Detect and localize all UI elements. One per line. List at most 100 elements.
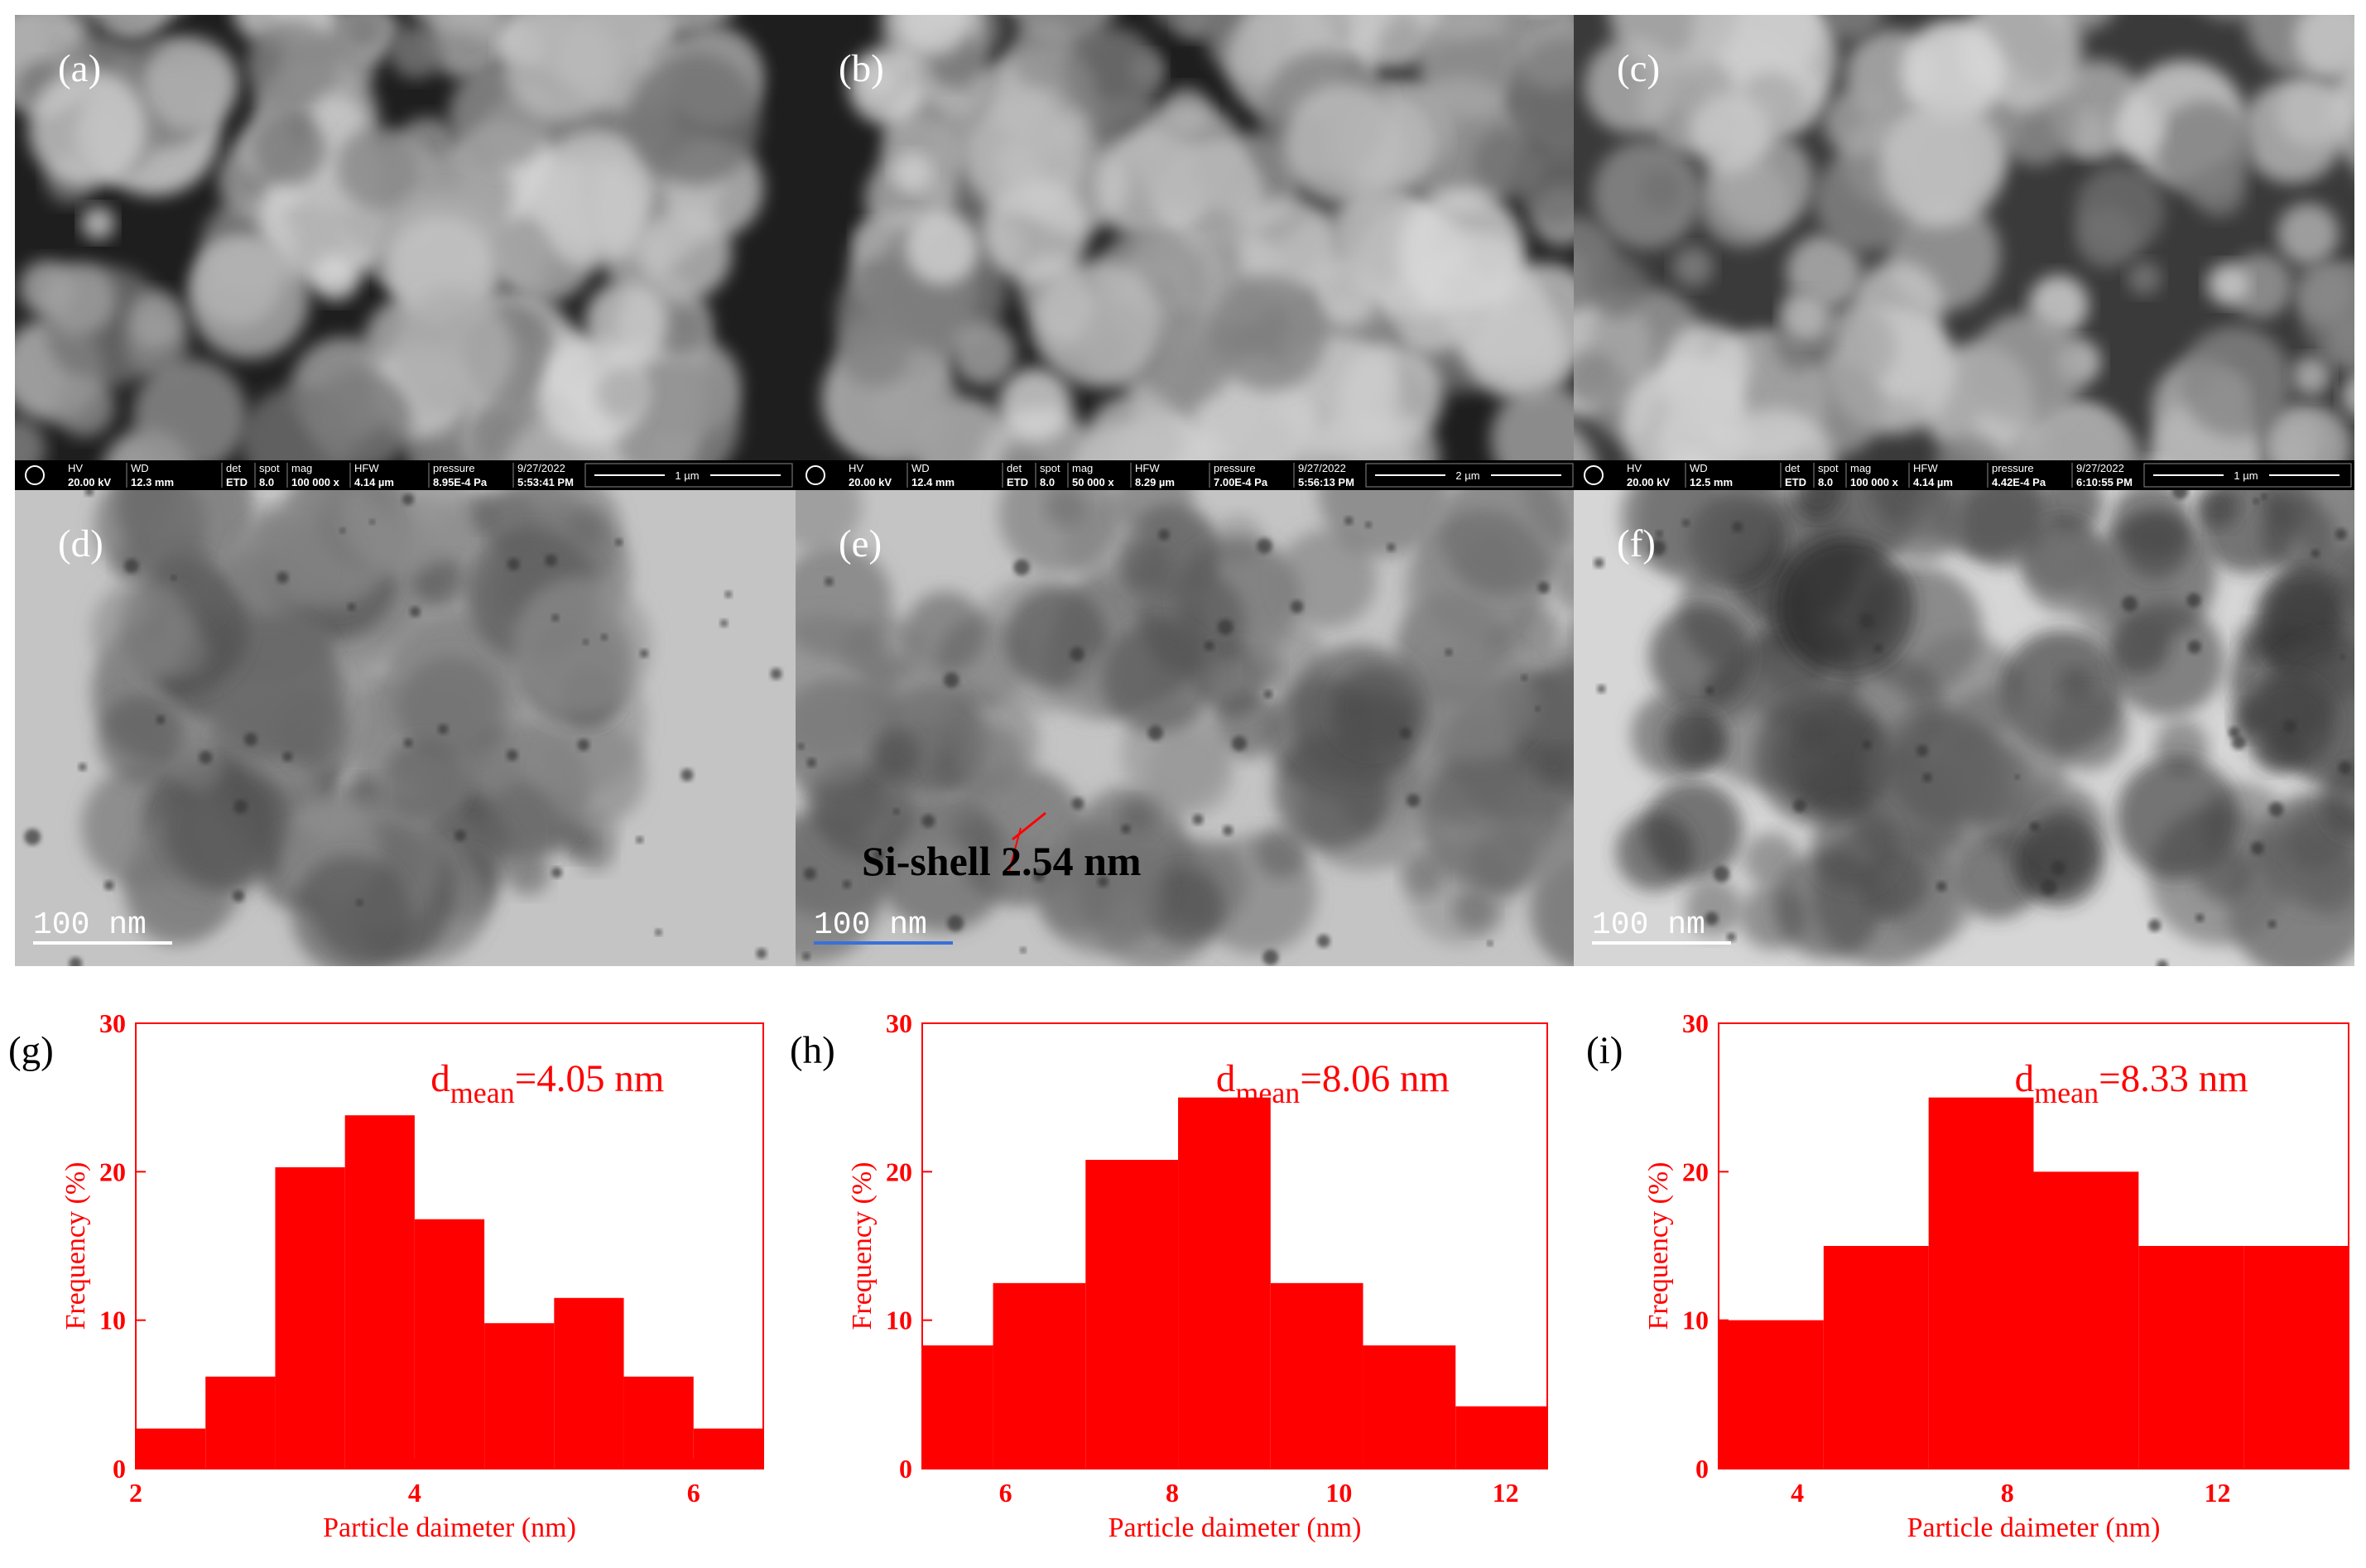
bar	[205, 1376, 276, 1469]
bar	[623, 1376, 694, 1469]
particle	[1365, 522, 1372, 528]
info-key: WD	[131, 462, 149, 474]
info-value: 50 000 x	[1072, 476, 1114, 488]
texture	[1417, 15, 1524, 120]
texture	[676, 15, 695, 17]
panel-label: (b)	[839, 47, 884, 90]
annotation-sub: mean	[1235, 1076, 1300, 1109]
texture	[143, 36, 239, 132]
texture	[398, 656, 505, 762]
particle	[1262, 949, 1279, 966]
texture	[413, 15, 497, 33]
texture	[61, 15, 75, 16]
particle	[2231, 735, 2246, 750]
bar	[1363, 1345, 1456, 1469]
particle	[893, 808, 900, 815]
micrograph-image	[1574, 457, 2366, 966]
x-axis-label: Particle daimeter (nm)	[1907, 1513, 2161, 1543]
info-key: HFW	[1913, 462, 1938, 474]
texture	[342, 15, 382, 51]
texture	[1823, 89, 1891, 156]
y-tick-label: 0	[899, 1454, 912, 1484]
particle	[2014, 774, 2020, 780]
particle	[507, 558, 520, 570]
texture	[2155, 100, 2253, 200]
bar	[344, 1115, 415, 1469]
texture	[1797, 716, 1832, 752]
texture	[1863, 709, 2007, 852]
micrograph-image	[796, 0, 1574, 490]
texture	[536, 338, 646, 447]
scale-box	[1365, 463, 1574, 488]
texture	[503, 15, 618, 122]
texture	[310, 369, 411, 472]
particle	[797, 743, 805, 750]
particle	[1727, 932, 1736, 942]
scale-text: 1 µm	[2234, 469, 2258, 482]
texture	[991, 0, 1039, 8]
bar	[2243, 1246, 2349, 1469]
texture	[128, 291, 186, 349]
x-tick-label: 4	[408, 1478, 421, 1508]
y-tick-label: 30	[99, 1008, 126, 1038]
texture	[42, 262, 116, 336]
particle	[551, 867, 562, 878]
texture	[1342, 15, 1443, 70]
y-tick-label: 20	[886, 1157, 912, 1186]
micrograph-image	[796, 490, 1574, 966]
texture	[1793, 490, 1842, 518]
particle	[2171, 490, 2189, 499]
texture	[189, 238, 310, 359]
y-tick-label: 10	[1682, 1306, 1709, 1335]
info-value: 4.42E-4 Pa	[1992, 476, 2046, 488]
texture	[2362, 457, 2366, 562]
info-value: 20.00 kV	[68, 476, 111, 488]
particle	[1656, 530, 1663, 537]
scale-box	[2143, 463, 2352, 488]
particle	[1192, 814, 1204, 825]
particle	[1597, 685, 1606, 694]
scale-text: 2 µm	[1455, 469, 1479, 482]
panel-label: (e)	[839, 522, 882, 565]
particle	[1793, 799, 1806, 813]
axes-frame	[1718, 1022, 2349, 1469]
annotation: dmean=8.33 nm	[2015, 1057, 2248, 1109]
texture	[2116, 756, 2239, 879]
bar	[2138, 1246, 2244, 1469]
particle	[1873, 643, 1883, 653]
micrograph-image	[1574, 15, 2354, 490]
info-key: det	[1785, 462, 1800, 474]
texture	[1340, 343, 1444, 446]
texture	[596, 365, 650, 420]
bar	[1823, 1246, 1929, 1469]
y-axis-label: Frequency (%)	[1643, 1162, 1674, 1330]
annotation-rest: =8.33 nm	[2099, 1057, 2248, 1100]
texture	[1665, 708, 1729, 772]
texture	[132, 358, 248, 473]
annotation: Si-shell 2.54 nm	[862, 838, 1142, 884]
texture	[32, 0, 75, 12]
plot-area	[136, 1115, 763, 1469]
annotation-main: d	[430, 1057, 450, 1100]
texture	[951, 321, 1017, 387]
texture	[2196, 848, 2250, 902]
texture	[848, 46, 927, 125]
particle	[947, 915, 964, 932]
texture	[1415, 640, 1537, 762]
info-value: 100 000 x	[1850, 476, 1899, 488]
texture	[384, 738, 466, 820]
micrograph: (a) HV 20.00 kV WD 12.3 mm det ETD spot 8.0 mag 10…	[15, 0, 796, 490]
particle	[1922, 772, 1932, 782]
panel-label: (a)	[58, 47, 101, 90]
particle	[348, 603, 356, 611]
texture	[2123, 510, 2190, 578]
particle	[1862, 740, 1872, 749]
texture	[1211, 275, 1328, 392]
texture	[1901, 19, 2005, 123]
texture	[2228, 253, 2293, 319]
particle	[2122, 595, 2138, 612]
texture	[1641, 169, 1682, 211]
info-key: pressure	[433, 462, 475, 474]
texture	[1202, 653, 1242, 694]
micrograph: (e) 100 nm Si-shell 2.54 nm	[796, 490, 1574, 966]
